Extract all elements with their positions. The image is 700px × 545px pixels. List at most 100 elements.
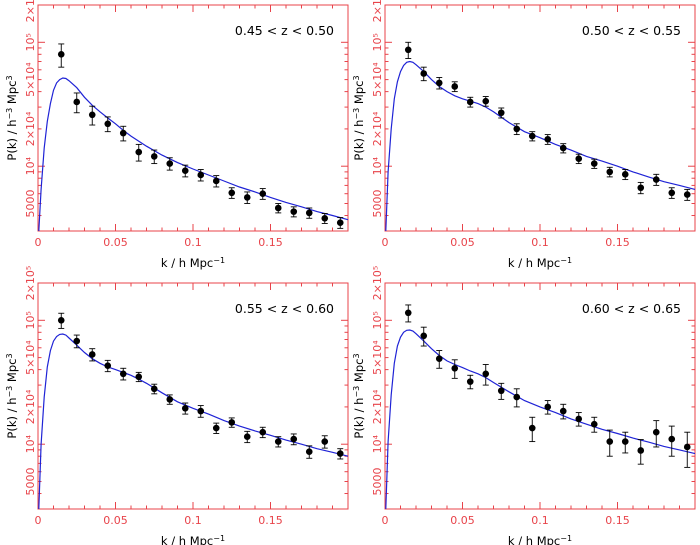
- data-point: [575, 155, 583, 162]
- y-tick-label: 5×10⁴: [371, 340, 384, 375]
- y-tick-label: 2×10⁴: [371, 389, 384, 424]
- x-axis-label: k / h Mpc−1: [508, 256, 572, 271]
- x-tick-label: 0: [382, 236, 389, 249]
- data-point: [88, 351, 96, 358]
- y-axis-label: P(k) / h−3 Mpc3: [352, 75, 367, 160]
- chart-panel-3: 0 0.05 0.1 0.15 5000 10⁴ 2×10⁴ 5×10⁴ 10⁵ 2×10⁵ k /…: [5, 266, 349, 545]
- data-point: [150, 153, 158, 160]
- x-tick-label: 0.1: [184, 514, 202, 527]
- data-point: [336, 219, 344, 227]
- x-tick-label: 0.05: [450, 514, 475, 527]
- data-point: [104, 362, 112, 370]
- x-tick-label: 0.15: [605, 514, 630, 527]
- data-point: [652, 428, 660, 436]
- data-point: [606, 438, 614, 445]
- x-tick-label: 0: [382, 514, 389, 527]
- plot-frame: [384, 4, 696, 232]
- y-tick-label: 10⁴: [371, 434, 384, 453]
- data-point: [435, 355, 443, 362]
- data-point: [497, 387, 505, 395]
- data-point: [336, 450, 344, 457]
- data-point: [243, 433, 251, 440]
- data-point: [181, 167, 189, 174]
- y-tick-label: 5×10⁴: [371, 62, 384, 97]
- x-tick-label: 0.1: [531, 236, 549, 249]
- data-point: [482, 97, 490, 105]
- data-point: [420, 332, 428, 340]
- data-point: [544, 135, 552, 143]
- y-tick-label: 2×10⁵: [24, 266, 37, 301]
- data-point: [451, 364, 459, 372]
- chart-panel-2: 0 0.05 0.1 0.15 5000 10⁴ 2×10⁴ 5×10⁴ 10⁵ 2×10⁵ k /…: [352, 0, 696, 270]
- data-point: [212, 424, 220, 432]
- data-point: [683, 191, 691, 198]
- data-point: [305, 209, 313, 217]
- y-axis-label: P(k) / h−3 Mpc3: [352, 353, 367, 438]
- data-point: [590, 420, 598, 428]
- data-point: [497, 109, 505, 117]
- data-point: [606, 168, 614, 176]
- data-point: [274, 438, 282, 445]
- data-point: [73, 337, 81, 345]
- data-point: [575, 415, 583, 423]
- data-point: [119, 370, 127, 378]
- data-point: [259, 428, 267, 436]
- y-tick-label: 5000: [371, 468, 384, 496]
- data-point: [528, 424, 536, 432]
- data-point: [435, 79, 443, 87]
- data-point: [637, 447, 645, 454]
- x-tick-label: 0.1: [531, 514, 549, 527]
- data-point: [228, 419, 236, 426]
- x-axis-label: k / h Mpc−1: [161, 534, 225, 545]
- data-point: [482, 370, 490, 378]
- data-point: [166, 160, 174, 167]
- y-tick-label: 2×10⁴: [24, 389, 37, 424]
- data-point: [528, 132, 536, 140]
- data-point: [88, 111, 96, 119]
- data-point: [197, 407, 205, 415]
- y-tick-label: 10⁵: [371, 311, 384, 329]
- y-tick-label: 2×10⁴: [24, 111, 37, 146]
- y-tick-label: 2×10⁴: [371, 111, 384, 146]
- data-point: [621, 438, 629, 445]
- data-point: [197, 171, 205, 179]
- data-point: [228, 189, 236, 197]
- y-tick-label: 5000: [24, 468, 37, 496]
- y-tick-label: 2×10⁵: [371, 0, 384, 22]
- plot-frame: [37, 4, 349, 232]
- data-point: [166, 396, 174, 403]
- chart-panel-4: 0 0.05 0.1 0.15 5000 10⁴ 2×10⁴ 5×10⁴ 10⁵ 2×10⁵ k /…: [352, 266, 696, 545]
- x-tick-label: 0: [35, 514, 42, 527]
- data-point: [683, 443, 691, 451]
- y-tick-label: 5×10⁴: [24, 340, 37, 375]
- data-point: [668, 435, 676, 443]
- data-point: [135, 373, 143, 381]
- x-tick-label: 0.15: [258, 236, 283, 249]
- data-point: [290, 435, 298, 443]
- plot-frame: [37, 282, 349, 510]
- redshift-label: 0.60 < z < 0.65: [582, 301, 681, 316]
- data-point: [513, 125, 521, 133]
- y-tick-label: 10⁴: [24, 156, 37, 175]
- data-point: [119, 129, 127, 137]
- x-tick-label: 0.15: [605, 236, 630, 249]
- redshift-label: 0.55 < z < 0.60: [235, 301, 334, 316]
- y-tick-label: 2×10⁵: [371, 266, 384, 301]
- y-tick-label: 10⁵: [24, 33, 37, 51]
- data-point: [104, 120, 112, 128]
- model-curve: [38, 77, 349, 232]
- x-tick-label: 0.1: [184, 236, 202, 249]
- chart-panel-1: 0 0.05 0.1 0.15 5000 10⁴ 2×10⁴ 5×10⁴ 10⁵ 2×10⁵ k /…: [5, 0, 349, 270]
- data-point: [590, 160, 598, 167]
- data-point: [290, 208, 298, 215]
- data-point: [637, 184, 645, 192]
- model-curve: [385, 329, 696, 510]
- y-axis-label: P(k) / h−3 Mpc3: [5, 75, 20, 160]
- data-point: [544, 403, 552, 411]
- data-point: [150, 385, 158, 393]
- data-point: [420, 70, 428, 77]
- x-tick-label: 0: [35, 236, 42, 249]
- data-point: [274, 204, 282, 212]
- y-tick-label: 2×10⁵: [24, 0, 37, 22]
